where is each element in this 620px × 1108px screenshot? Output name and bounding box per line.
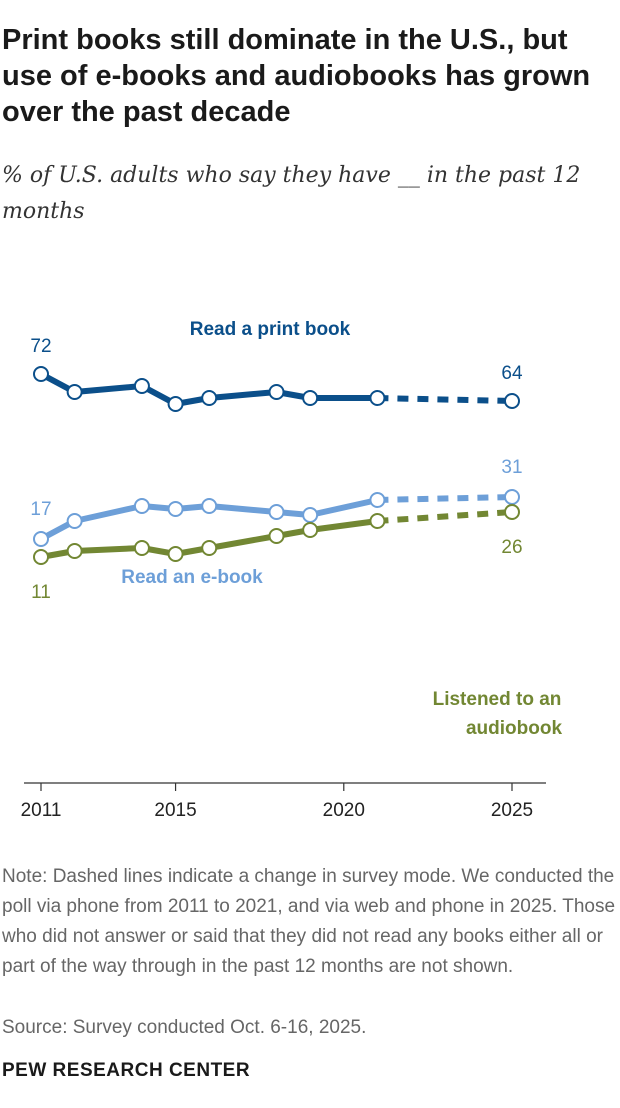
print-book-point	[66, 384, 83, 400]
print-book-point	[302, 390, 319, 406]
audiobook-point	[133, 540, 150, 556]
audiobook-point	[33, 549, 49, 565]
print-book-point	[33, 366, 49, 382]
organization-label: PEW RESEARCH CENTER	[2, 1060, 251, 1081]
ebook-point	[133, 498, 150, 514]
audiobook-data-label: 26	[501, 537, 522, 558]
ebook-point	[33, 531, 49, 547]
print-book-line-dashed	[377, 395, 513, 404]
line-chart: 72 64 17 31 11 26 Read a print book Read an e-b…	[21, 319, 563, 821]
print-book-point	[201, 390, 218, 406]
print-book-point	[133, 378, 150, 394]
ebook-point	[167, 501, 184, 517]
audiobook-point	[268, 528, 285, 544]
ebook-series-label: Read an e-book	[121, 567, 263, 588]
audiobook-point	[201, 540, 218, 556]
ebook-data-label: 17	[30, 499, 51, 520]
x-tick-label: 2015	[154, 800, 196, 821]
print-book-point	[167, 396, 184, 412]
audiobook-data-label: 11	[31, 582, 51, 603]
x-tick-label: 2011	[21, 800, 62, 821]
ebook-data-label: 31	[501, 457, 522, 478]
print-book-point	[504, 393, 520, 409]
chart-source: Source: Survey conducted Oct. 6-16, 2025…	[2, 1017, 367, 1038]
print-book-point	[268, 384, 285, 400]
audiobook-series-label-line2: audiobook	[466, 718, 562, 739]
audiobook-point	[504, 504, 520, 520]
chart-note: Note: Dashed lines indicate a change in …	[2, 866, 616, 977]
print-book-series-label: Read a print book	[190, 319, 351, 340]
audiobook-point	[66, 543, 83, 559]
ebook-point	[201, 498, 218, 514]
ebook-point	[268, 504, 285, 520]
print-book-data-label: 72	[30, 336, 51, 357]
audiobook-series-label-line1: Listened to an	[433, 689, 562, 710]
ebook-point	[302, 507, 319, 523]
audiobook-point	[167, 546, 184, 562]
print-book-point	[369, 390, 386, 406]
chart-subtitle: % of U.S. adults who say they have __ in…	[2, 163, 581, 224]
ebook-point	[504, 489, 520, 505]
print-book-data-label: 64	[501, 363, 523, 384]
x-tick-label: 2020	[323, 800, 365, 821]
chart-title: Print books still dominate in the U.S., …	[2, 24, 591, 128]
ebook-point	[369, 492, 386, 508]
ebook-line-dashed	[377, 494, 513, 503]
audiobook-line-dashed	[377, 509, 513, 524]
ebook-point	[66, 513, 83, 529]
x-tick-label: 2025	[491, 800, 533, 821]
audiobook-point	[302, 522, 319, 538]
audiobook-point	[369, 513, 386, 529]
